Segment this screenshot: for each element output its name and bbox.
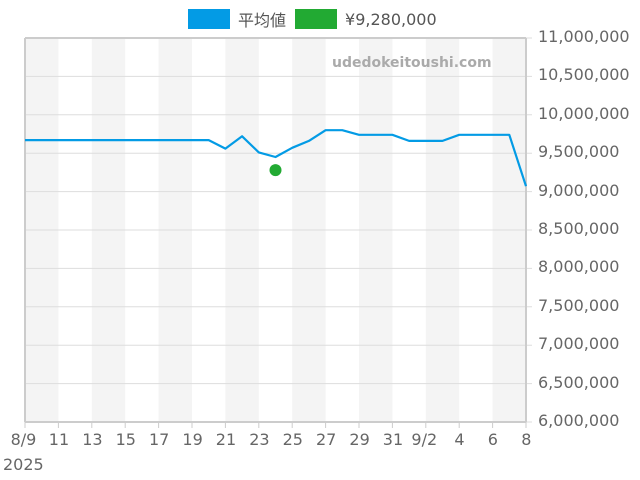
x-tick-label: 25: [282, 430, 303, 449]
y-tick-label: 6,500,000: [538, 372, 620, 392]
x-tick-label: 15: [115, 430, 136, 449]
x-tick-label: 6: [487, 430, 498, 449]
y-tick-label: 8,500,000: [538, 219, 620, 238]
y-tick-label: 7,500,000: [538, 295, 620, 315]
x-tick-label: 8: [521, 430, 532, 449]
y-tick-label: 8,000,000: [538, 257, 620, 277]
y-tick-label: 11,000,000: [538, 27, 630, 46]
x-tick-label: 21: [215, 430, 237, 449]
x-tick-label: 31: [382, 430, 404, 449]
average-price-line: [25, 129, 528, 187]
legend-swatch-average: [188, 9, 230, 29]
x-tick-label: 11: [48, 430, 70, 449]
y-tick-label: 6,000,000: [538, 411, 620, 430]
price-point[interactable]: [269, 164, 282, 177]
y-tick-label: 9,000,000: [538, 180, 620, 200]
x-tick-label: 19: [182, 430, 203, 449]
y-tick-label: 7,000,000: [538, 334, 620, 354]
legend: 平均値 ¥9,280,000: [188, 8, 446, 30]
x-tick-label: 13: [82, 430, 103, 449]
x-tick-label: 9/2: [411, 430, 438, 449]
x-tick-label: 17: [149, 430, 170, 449]
y-tick-label: 10,000,000: [538, 103, 630, 123]
y-tick-label: 10,500,000: [538, 65, 630, 85]
x-tick-label: 4: [454, 430, 465, 449]
legend-swatch-price: [295, 9, 338, 29]
legend-item-price[interactable]: ¥9,280,000: [295, 9, 437, 29]
y-tick-label: 9,500,000: [538, 142, 620, 162]
legend-label-price: ¥9,280,000: [345, 9, 437, 29]
axes: [24, 37, 527, 428]
x-tick-label: 8/9: [10, 430, 37, 449]
legend-label-average: 平均値: [238, 11, 287, 30]
x-tick-label: 29: [349, 430, 370, 449]
legend-item-average[interactable]: 平均値: [188, 7, 286, 31]
x-year-label: 2025: [3, 455, 44, 474]
x-tick-label: 23: [249, 430, 270, 449]
watermark: udedokeitoushi.com: [332, 55, 492, 71]
x-tick-label: 27: [316, 430, 337, 449]
